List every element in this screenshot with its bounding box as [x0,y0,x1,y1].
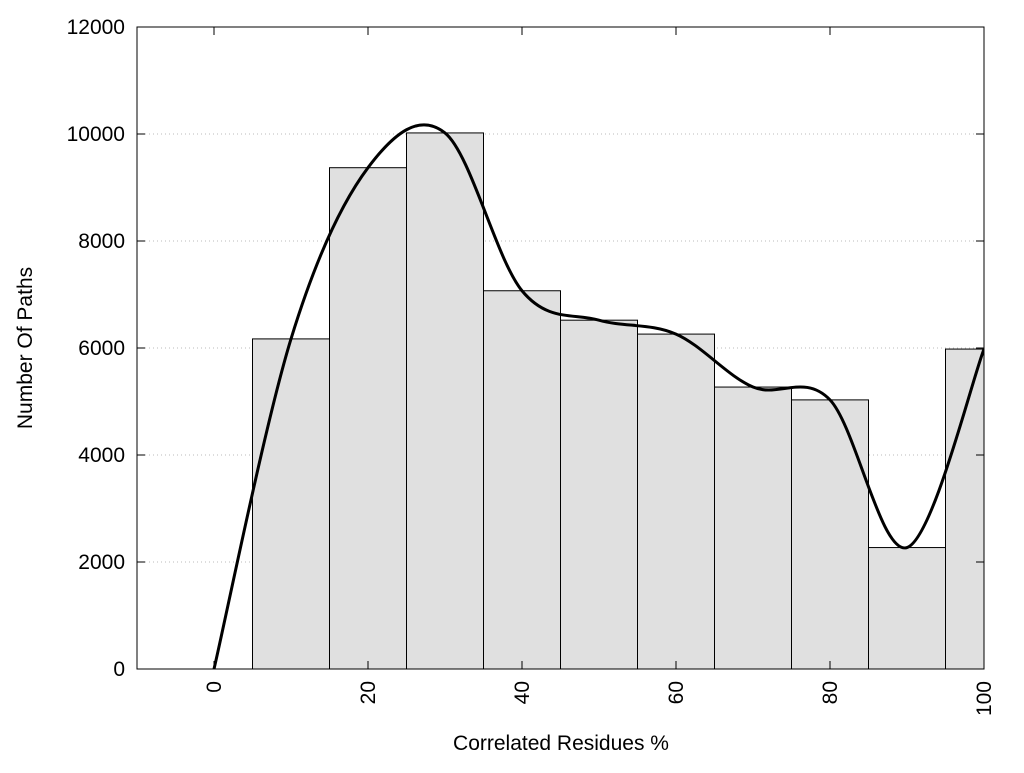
bar [329,167,407,669]
y-tick-label: 0 [113,658,125,681]
bar [406,132,484,669]
x-tick-label: 60 [665,681,688,704]
bar [637,333,715,669]
bars [252,132,984,669]
bar [714,386,792,669]
y-tick-label: 4000 [78,444,125,467]
x-axis-label: Correlated Residues % [453,732,669,755]
y-axis-label: Number Of Paths [14,267,37,429]
x-tick-label: 20 [357,681,380,704]
bar [483,290,561,669]
x-tick-label: 100 [973,681,996,716]
y-tick-label: 12000 [67,16,125,39]
y-tick-label: 6000 [78,337,125,360]
bar [945,348,984,669]
axes: 0 2000 4000 6000 8000 10000 12000 0 20 40 60 80 100 [67,16,996,716]
bar [791,399,869,669]
curve-layer [212,123,984,669]
x-tick-label: 80 [819,681,842,704]
x-tick-label: 40 [511,681,534,704]
bar [560,319,638,669]
y-tick-label: 2000 [78,551,125,574]
y-tick-label: 8000 [78,230,125,253]
curve [212,123,984,669]
x-tick-label: 0 [203,681,226,693]
bar [252,338,330,669]
bar [868,547,946,669]
y-tick-label: 10000 [67,123,125,146]
